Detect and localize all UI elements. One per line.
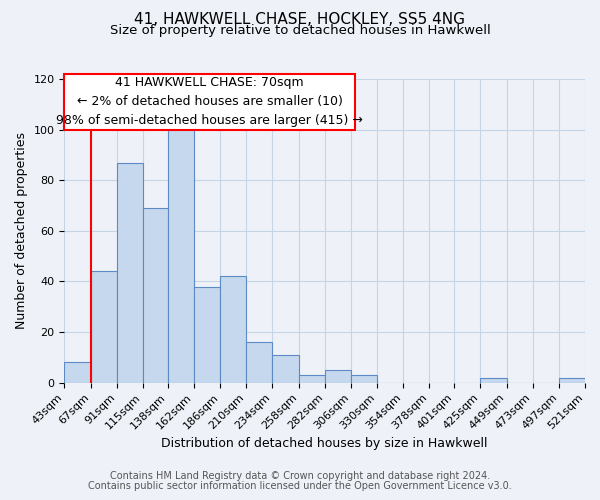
Bar: [143, 208, 168, 382]
Y-axis label: Number of detached properties: Number of detached properties: [15, 132, 28, 330]
Bar: [559, 378, 585, 382]
Text: Contains public sector information licensed under the Open Government Licence v3: Contains public sector information licen…: [88, 481, 512, 491]
X-axis label: Distribution of detached houses by size in Hawkwell: Distribution of detached houses by size …: [161, 437, 488, 450]
Bar: [116, 162, 143, 382]
Bar: [272, 355, 299, 382]
Bar: [220, 276, 246, 382]
Bar: [91, 272, 116, 382]
Text: Size of property relative to detached houses in Hawkwell: Size of property relative to detached ho…: [110, 24, 490, 37]
Bar: [168, 127, 194, 382]
Bar: [246, 342, 272, 382]
Bar: [481, 378, 506, 382]
Text: 41, HAWKWELL CHASE, HOCKLEY, SS5 4NG: 41, HAWKWELL CHASE, HOCKLEY, SS5 4NG: [134, 12, 466, 28]
Text: 41 HAWKWELL CHASE: 70sqm
← 2% of detached houses are smaller (10)
98% of semi-de: 41 HAWKWELL CHASE: 70sqm ← 2% of detache…: [56, 76, 363, 128]
Bar: [351, 375, 377, 382]
Bar: [64, 362, 91, 382]
Bar: [325, 370, 351, 382]
Bar: [194, 286, 220, 382]
Bar: [299, 375, 325, 382]
Text: Contains HM Land Registry data © Crown copyright and database right 2024.: Contains HM Land Registry data © Crown c…: [110, 471, 490, 481]
